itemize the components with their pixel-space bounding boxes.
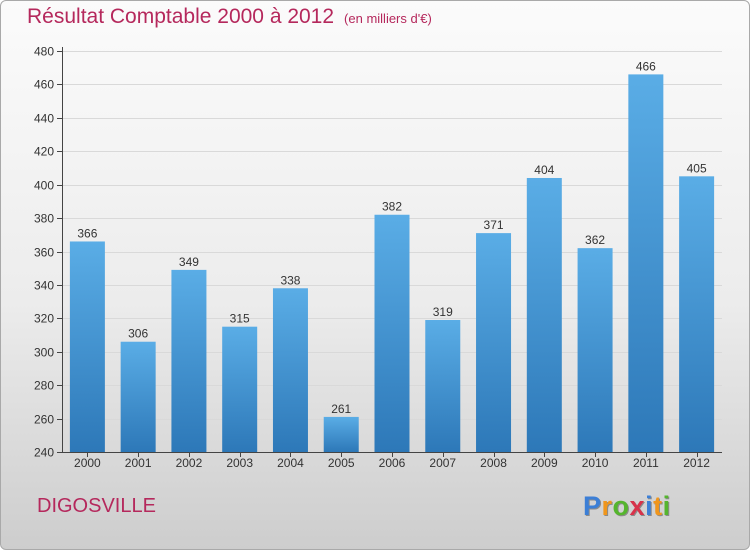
chart-title: Résultat Comptable 2000 à 2012 bbox=[27, 5, 335, 28]
x-tick-label: 2008 bbox=[480, 456, 507, 470]
x-tick-label: 2010 bbox=[582, 456, 609, 470]
bar-2002 bbox=[171, 269, 207, 452]
bar-value-label: 261 bbox=[331, 402, 351, 416]
chart-subtitle: (en milliers d'€) bbox=[344, 11, 432, 26]
bar-2003 bbox=[222, 326, 258, 452]
y-tick-label: 260 bbox=[34, 413, 54, 427]
logo-letter: x bbox=[629, 491, 646, 521]
bar-2009 bbox=[526, 177, 562, 452]
bar-value-label: 349 bbox=[179, 255, 199, 269]
axes: 240 260 280 300 320 340 360 380 400 420 440 460 480 2… bbox=[34, 45, 722, 470]
commune-name: DIGOSVILLE bbox=[37, 495, 156, 517]
bar-2001 bbox=[120, 341, 156, 452]
bar-value-label: 366 bbox=[77, 226, 97, 240]
bar-value-label: 315 bbox=[230, 312, 250, 326]
x-tick-label: 2011 bbox=[633, 456, 659, 470]
logo-letter: r bbox=[601, 491, 613, 521]
y-tick-label: 340 bbox=[34, 279, 54, 293]
logo-letter: i bbox=[662, 491, 671, 521]
x-tick-label: 2009 bbox=[531, 456, 558, 470]
bar-value-label: 466 bbox=[636, 59, 656, 73]
bar-value-label: 306 bbox=[128, 327, 148, 341]
x-tick-label: 2006 bbox=[379, 456, 406, 470]
x-tick-label: 2007 bbox=[429, 456, 456, 470]
logo-letter: t bbox=[653, 491, 663, 521]
y-tick-label: 300 bbox=[34, 346, 54, 360]
bar-value-label: 362 bbox=[585, 233, 605, 247]
bar-value-label: 404 bbox=[534, 163, 554, 177]
y-tick-label: 380 bbox=[34, 212, 54, 226]
bar-2010 bbox=[577, 248, 613, 452]
x-tick-label: 2000 bbox=[74, 456, 101, 470]
bar-value-label: 405 bbox=[687, 161, 707, 175]
x-tick-label: 2002 bbox=[176, 456, 203, 470]
bar-value-label: 319 bbox=[433, 305, 453, 319]
bar-2011 bbox=[628, 74, 664, 453]
y-tick-label: 280 bbox=[34, 379, 54, 393]
y-tick-label: 360 bbox=[34, 246, 54, 260]
x-tick-label: 2012 bbox=[683, 456, 710, 470]
bar-2005 bbox=[323, 416, 359, 452]
x-tick-label: 2004 bbox=[277, 456, 304, 470]
y-tick-label: 460 bbox=[34, 78, 54, 92]
bar-value-label: 382 bbox=[382, 200, 402, 214]
bar-2007 bbox=[425, 320, 461, 452]
y-tick-label: 480 bbox=[34, 45, 54, 59]
logo-letter: i bbox=[645, 491, 654, 521]
bar-2006 bbox=[374, 214, 410, 452]
bar-2004 bbox=[272, 288, 308, 452]
bar-2008 bbox=[476, 233, 512, 452]
y-tick-label: 420 bbox=[34, 145, 54, 159]
logo-letter: o bbox=[612, 491, 630, 521]
y-tick-label: 320 bbox=[34, 312, 54, 326]
x-tick-label: 2003 bbox=[226, 456, 253, 470]
bar-2000 bbox=[69, 241, 105, 452]
x-tick-label: 2005 bbox=[328, 456, 355, 470]
bar-value-label: 338 bbox=[280, 273, 300, 287]
chart-title-block: Résultat Comptable 2000 à 2012 (en millie… bbox=[27, 5, 432, 29]
x-tick-label: 2001 bbox=[125, 456, 152, 470]
y-tick-label: 240 bbox=[34, 446, 54, 460]
proxiti-logo: Proxiti bbox=[583, 491, 671, 522]
bar-value-label: 371 bbox=[484, 218, 504, 232]
y-tick-label: 400 bbox=[34, 179, 54, 193]
y-tick-label: 440 bbox=[34, 112, 54, 126]
logo-letter: P bbox=[583, 491, 602, 521]
bars: 366 306 349 315 338 261 382 319 371 404 362 466 405 bbox=[69, 59, 715, 453]
bar-2012 bbox=[679, 176, 715, 452]
